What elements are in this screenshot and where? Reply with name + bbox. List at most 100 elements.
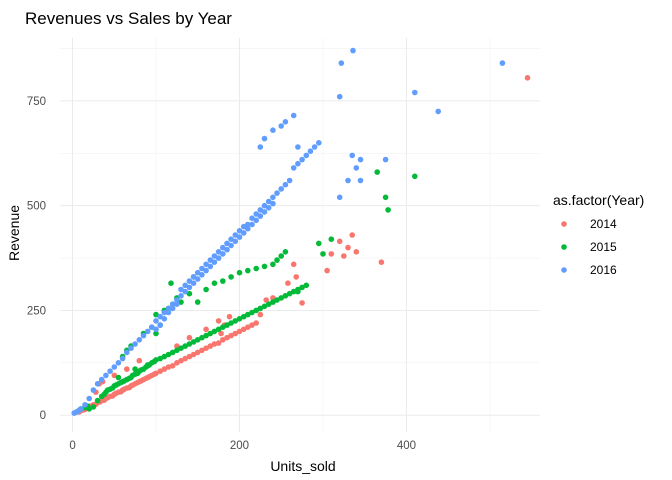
point-2016 [345, 177, 351, 184]
point-2014 [236, 328, 243, 335]
point-2015 [245, 267, 251, 274]
point-2015 [295, 288, 301, 295]
point-2015 [182, 343, 188, 349]
point-2015 [220, 278, 226, 284]
point-2015 [303, 282, 310, 289]
point-2014 [228, 332, 234, 339]
point-2014 [218, 330, 224, 337]
point-2016 [153, 318, 159, 324]
point-2015 [374, 169, 381, 175]
point-2015 [168, 280, 174, 287]
point-2014 [182, 355, 188, 362]
point-2015 [261, 303, 268, 310]
x-tick-label: 200 [230, 440, 249, 452]
point-2014 [324, 267, 330, 274]
point-2015 [211, 328, 218, 335]
point-2016 [215, 249, 222, 255]
point-2016 [336, 194, 343, 201]
y-tick-label: 750 [27, 96, 46, 108]
point-2015 [290, 288, 297, 295]
point-2014 [249, 322, 255, 328]
point-2014 [186, 353, 193, 360]
point-2014 [232, 330, 239, 337]
point-2016 [153, 326, 159, 333]
point-2016 [78, 406, 84, 412]
legend-label-2014: 2014 [590, 217, 617, 231]
point-2016 [249, 221, 255, 228]
point-2016 [144, 328, 151, 335]
point-2016 [220, 251, 226, 257]
point-2016 [270, 127, 276, 133]
point-2016 [174, 301, 180, 308]
data-points [71, 47, 531, 416]
point-2016 [186, 284, 193, 291]
point-2014 [257, 311, 264, 318]
point-2014 [293, 274, 300, 280]
point-2015 [274, 297, 280, 303]
point-2014 [203, 345, 209, 352]
point-2016 [274, 190, 280, 196]
point-2016 [236, 234, 243, 240]
point-2016 [382, 156, 389, 163]
point-2016 [199, 272, 205, 278]
point-2015 [94, 397, 101, 404]
point-2015 [236, 316, 243, 322]
point-2016 [435, 108, 442, 115]
point-2015 [282, 249, 289, 255]
point-2016 [499, 60, 506, 66]
point-2015 [186, 290, 193, 297]
point-2014 [253, 320, 259, 326]
point-2015 [194, 337, 201, 343]
point-2014 [345, 244, 351, 251]
point-2016 [265, 205, 272, 211]
point-2016 [215, 255, 222, 261]
point-2016 [253, 211, 259, 217]
point-2016 [136, 337, 143, 343]
point-2016 [286, 177, 293, 184]
point-2014 [169, 363, 176, 369]
point-2016 [224, 240, 230, 247]
point-2014 [153, 370, 159, 377]
point-2014 [211, 341, 218, 347]
point-2015 [86, 406, 92, 412]
point-2016 [261, 135, 268, 142]
point-2016 [165, 309, 172, 316]
y-axis-title: Revenue [6, 205, 22, 261]
point-2014 [194, 349, 201, 356]
point-2014 [215, 340, 222, 346]
point-2016 [357, 156, 364, 163]
point-2015 [265, 301, 272, 308]
point-2016 [186, 278, 193, 284]
point-2016 [207, 257, 214, 263]
point-2015 [274, 257, 280, 263]
point-2016 [86, 395, 92, 402]
point-2016 [232, 238, 239, 245]
point-2016 [265, 198, 272, 205]
point-2015 [278, 253, 285, 259]
point-2016 [149, 324, 155, 331]
point-2016 [220, 244, 226, 251]
point-2015 [253, 265, 259, 272]
point-2015 [282, 293, 289, 299]
point-2016 [303, 152, 310, 159]
point-2016 [157, 322, 163, 328]
y-tick-label: 250 [27, 305, 46, 317]
point-2016 [299, 156, 305, 163]
point-2016 [338, 60, 345, 66]
point-2016 [245, 221, 251, 228]
point-2014 [199, 347, 205, 354]
point-2016 [90, 387, 97, 393]
point-2016 [270, 200, 276, 207]
point-2015 [232, 318, 239, 324]
point-2016 [236, 228, 243, 234]
point-2015 [261, 263, 268, 270]
point-2016 [174, 297, 180, 303]
point-2016 [261, 209, 268, 215]
point-2015 [328, 236, 335, 242]
point-2016 [182, 282, 188, 289]
point-2016 [190, 274, 197, 280]
point-2015 [249, 309, 255, 316]
point-2016 [178, 293, 184, 299]
point-2015 [194, 299, 201, 305]
